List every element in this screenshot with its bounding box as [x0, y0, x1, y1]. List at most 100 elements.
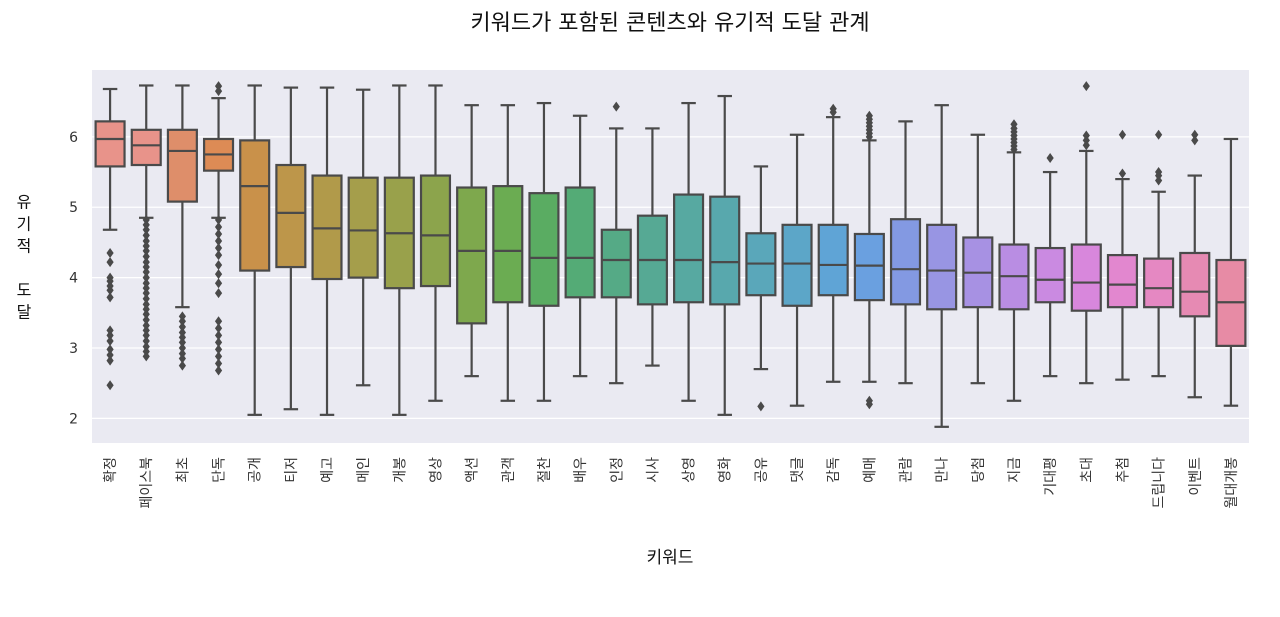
x-tick-label: 영상: [428, 457, 444, 483]
outlier-point: [865, 395, 873, 406]
x-tick-label: 단독: [212, 457, 228, 483]
outlier-point: [106, 344, 114, 355]
outlier-point: [214, 269, 223, 280]
x-tick-label: 최초: [175, 457, 191, 483]
outlier-point: [178, 360, 186, 371]
outlier-point: [1082, 130, 1090, 141]
outlier-point: [214, 250, 223, 261]
outlier-point: [1118, 129, 1127, 140]
box-인정: [600, 101, 632, 385]
outlier-point: [1082, 81, 1090, 92]
x-tick-label: 공유: [754, 457, 770, 483]
x-tick-label: 감독: [826, 457, 842, 483]
outlier-point: [757, 401, 765, 412]
outlier-point: [214, 221, 223, 232]
outlier-point: [142, 230, 150, 241]
box-예고: [311, 86, 343, 416]
box-기대평: [1034, 152, 1066, 378]
x-tick-label: 초대: [1079, 457, 1095, 483]
x-tick-label: 영화: [718, 457, 734, 483]
outlier-point: [214, 337, 223, 348]
x-tick-label: 만나: [935, 457, 951, 483]
outlier-point: [142, 288, 150, 299]
outlier-point: [1155, 129, 1163, 140]
box-공개: [239, 84, 271, 416]
outlier-point: [142, 314, 150, 325]
outlier-point: [106, 330, 114, 341]
x-tick-label: 예매: [862, 457, 878, 483]
box-예매: [853, 110, 885, 410]
outlier-point: [214, 365, 223, 376]
outlier-point: [214, 236, 223, 247]
outlier-point: [214, 278, 223, 289]
iqr-box: [564, 186, 596, 299]
outlier-point: [1191, 135, 1199, 146]
outlier-point: [142, 330, 150, 341]
x-tick-label: 예고: [320, 457, 336, 483]
x-tick-label: 댓글: [790, 457, 806, 483]
outlier-point: [142, 245, 150, 256]
iqr-box: [1070, 243, 1102, 312]
x-tick-label: 추첨: [1115, 457, 1131, 483]
chart-title: 키워드가 포함된 콘텐츠와 유기적 도달 관계: [470, 11, 869, 36]
iqr-box: [600, 228, 632, 299]
box-시사: [636, 127, 668, 367]
outlier-point: [106, 247, 114, 258]
outlier-point: [1191, 129, 1199, 140]
outlier-point: [142, 335, 150, 346]
box-상영: [673, 101, 705, 402]
box-초대: [1070, 81, 1102, 385]
outlier-point: [1155, 167, 1163, 178]
iqr-box: [130, 128, 162, 167]
iqr-box: [817, 223, 849, 297]
x-tick-label: 페이스북: [139, 457, 155, 509]
box-티저: [275, 86, 307, 411]
outlier-point: [214, 351, 223, 362]
outlier-point: [142, 272, 150, 283]
box-감독: [817, 103, 849, 383]
outlier-point: [214, 330, 223, 341]
outlier-point: [1010, 119, 1018, 130]
outlier-point: [214, 323, 223, 334]
iqr-box: [492, 185, 524, 304]
x-tick-label: 공개: [248, 457, 264, 483]
box-공유: [745, 165, 777, 412]
iqr-box: [889, 218, 922, 306]
x-tick-label: 티저: [284, 457, 300, 483]
x-tick-label: 관객: [501, 457, 517, 483]
x-tick-label: 메인: [356, 457, 372, 483]
iqr-box: [673, 193, 705, 304]
outlier-point: [214, 86, 223, 97]
box-관객: [492, 104, 524, 402]
iqr-box: [1034, 246, 1066, 304]
iqr-box: [456, 186, 488, 325]
outlier-point: [142, 224, 150, 235]
outlier-point: [214, 243, 223, 254]
outlier-point: [178, 316, 186, 327]
iqr-box: [528, 192, 560, 307]
iqr-box: [781, 223, 813, 307]
box-최초: [166, 84, 198, 371]
iqr-box: [1179, 251, 1211, 318]
outlier-point: [214, 228, 223, 239]
x-tick-label: 절찬: [537, 457, 553, 483]
x-tick-label: 상영: [682, 457, 698, 483]
iqr-box: [853, 232, 885, 302]
box-관람: [889, 120, 922, 385]
outlier-point: [1118, 168, 1127, 179]
iqr-box: [347, 176, 379, 279]
y-tick-label: 6: [69, 130, 78, 146]
y-tick-label: 4: [69, 271, 78, 287]
box-개봉: [383, 84, 415, 416]
iqr-box: [926, 223, 958, 311]
x-tick-label: 이벤트: [1188, 457, 1204, 496]
outlier-point: [106, 257, 114, 268]
box-당첨: [962, 133, 994, 385]
x-tick-label: 인정: [609, 457, 625, 483]
iqr-box: [1106, 253, 1139, 309]
outlier-point: [214, 214, 223, 225]
outlier-point: [214, 316, 223, 327]
x-tick-label: 지금: [1007, 457, 1023, 483]
y-tick-label: 3: [69, 341, 78, 357]
outlier-point: [865, 110, 873, 121]
